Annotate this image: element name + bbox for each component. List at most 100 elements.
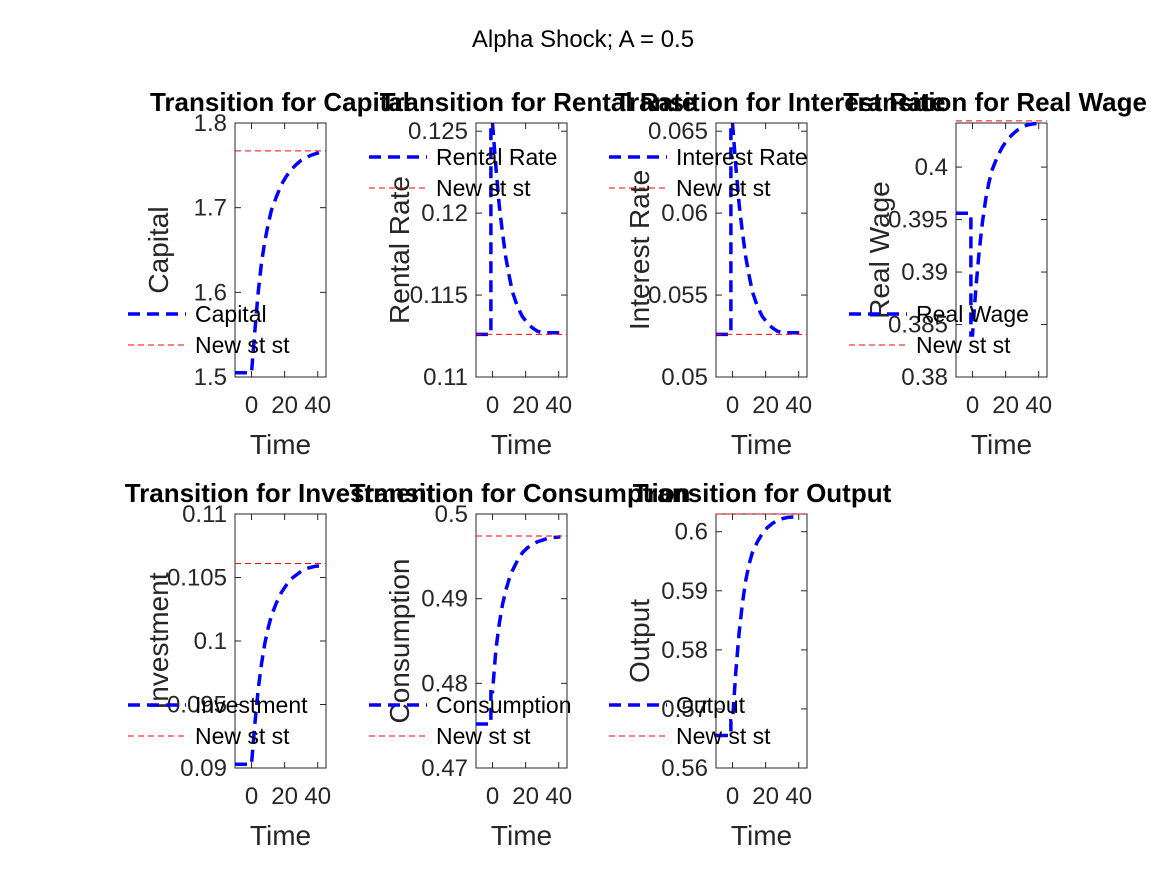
series-line-0 xyxy=(476,535,561,726)
legend-label-0: Capital xyxy=(195,301,267,327)
x-tick-label: 0 xyxy=(486,783,499,810)
y-axis-label: Real Wage xyxy=(864,181,895,318)
x-tick-label: 0 xyxy=(245,392,258,419)
legend-label-0: Output xyxy=(676,692,746,718)
x-tick-label: 40 xyxy=(545,783,572,810)
x-tick-label: 40 xyxy=(304,783,331,810)
legend-label-1: New st st xyxy=(436,723,531,749)
legend-label-0: Rental Rate xyxy=(436,144,557,170)
x-tick-label: 40 xyxy=(304,392,331,419)
series-line-0 xyxy=(235,150,320,375)
subplot-5: 0.47 0.48 0.49 0.5 0 20 40 Time Consumption Consu… xyxy=(350,478,691,851)
subplot-title: Transition for Real Wage xyxy=(843,87,1147,117)
legend-label-0: Investment xyxy=(195,692,308,718)
series-line-0 xyxy=(235,564,320,766)
y-tick-label: 0.49 xyxy=(421,586,468,613)
y-tick-label: 0.4 xyxy=(915,154,948,181)
series-line-0 xyxy=(956,121,1041,337)
x-tick-label: 0 xyxy=(966,392,979,419)
y-tick-label: 0.05 xyxy=(661,364,708,391)
y-axis-label: Output xyxy=(624,599,655,683)
x-tick-label: 20 xyxy=(512,783,539,810)
y-tick-label: 0.11 xyxy=(182,501,227,528)
x-tick-label: 0 xyxy=(486,392,499,419)
plot-area xyxy=(234,122,327,378)
x-tick-label: 20 xyxy=(752,783,779,810)
x-tick-label: 40 xyxy=(785,392,812,419)
subplot-title: Transition for Capital xyxy=(150,87,410,117)
y-axis-label: Interest Rate xyxy=(624,170,655,330)
y-tick-label: 0.59 xyxy=(661,578,708,605)
y-tick-label: 0.385 xyxy=(888,312,948,339)
legend-label-1: New st st xyxy=(436,175,531,201)
subplot-title: Transition for Interest Rate xyxy=(615,87,946,117)
y-tick-label: 0.48 xyxy=(421,670,468,697)
y-tick-label: 0.38 xyxy=(901,364,948,391)
x-tick-label: 20 xyxy=(992,392,1019,419)
plot-area xyxy=(234,513,327,769)
y-tick-label: 1.7 xyxy=(194,195,227,222)
x-axis-label: Time xyxy=(731,429,792,460)
legend-label-1: New st st xyxy=(676,723,771,749)
x-tick-label: 20 xyxy=(271,783,298,810)
subplot-title: Transition for Consumption xyxy=(350,478,691,508)
y-tick-label: 0.12 xyxy=(421,200,468,227)
subplot-title: Transition for Investment xyxy=(125,478,436,508)
subplot-0: 1.5 1.6 1.7 1.8 0 20 40 Time Capital Capital New s… xyxy=(128,87,410,460)
x-tick-label: 0 xyxy=(726,392,739,419)
y-tick-label: 0.395 xyxy=(888,207,948,234)
legend-label-0: Consumption xyxy=(436,692,572,718)
y-axis-label: Capital xyxy=(143,206,174,293)
y-tick-label: 0.5 xyxy=(435,501,468,528)
y-tick-label: 0.09 xyxy=(180,755,227,782)
x-axis-label: Time xyxy=(971,429,1032,460)
x-tick-label: 0 xyxy=(726,783,739,810)
x-axis-label: Time xyxy=(491,820,552,851)
y-tick-label: 0.6 xyxy=(675,519,708,546)
y-tick-label: 0.58 xyxy=(661,637,708,664)
subplot-1: 0.11 0.115 0.12 0.125 0 20 40 Time Rental Rate Re… xyxy=(369,87,696,460)
subplot-title: Transition for Rental Rate xyxy=(380,87,696,117)
y-tick-label: 0.57 xyxy=(661,696,708,723)
y-tick-label: 0.055 xyxy=(648,282,708,309)
x-tick-label: 20 xyxy=(271,392,298,419)
x-tick-label: 20 xyxy=(752,392,779,419)
legend-label-1: New st st xyxy=(676,175,771,201)
x-axis-label: Time xyxy=(250,429,311,460)
x-axis-label: Time xyxy=(731,820,792,851)
x-tick-label: 20 xyxy=(512,392,539,419)
subplot-2: 0.05 0.055 0.06 0.065 0 20 40 Time Interest Rate… xyxy=(609,87,945,460)
figure-suptitle: Alpha Shock; A = 0.5 xyxy=(472,26,694,53)
x-tick-label: 40 xyxy=(1025,392,1052,419)
y-tick-label: 0.56 xyxy=(661,755,708,782)
y-axis-label: Consumption xyxy=(384,559,415,724)
subplot-title: Transition for Output xyxy=(633,478,892,508)
y-tick-label: 0.47 xyxy=(421,755,468,782)
y-tick-label: 0.065 xyxy=(648,118,708,145)
y-axis-label: Investment xyxy=(143,572,174,709)
legend-label-1: New st st xyxy=(916,332,1011,358)
legend-label-1: New st st xyxy=(195,723,290,749)
y-tick-label: 0.125 xyxy=(408,118,468,145)
x-tick-label: 0 xyxy=(245,783,258,810)
y-tick-label: 0.115 xyxy=(410,282,468,309)
legend-label-1: New st st xyxy=(195,332,290,358)
legend-label-0: Interest Rate xyxy=(676,144,808,170)
y-tick-label: 0.06 xyxy=(661,200,708,227)
y-tick-label: 1.5 xyxy=(194,364,227,391)
y-axis-label: Rental Rate xyxy=(384,176,415,324)
legend-label-0: Real Wage xyxy=(916,301,1029,327)
y-tick-label: 0.39 xyxy=(901,259,948,286)
subplot-6: 0.56 0.57 0.58 0.59 0.6 0 20 40 Time Output Output… xyxy=(609,478,892,851)
plot-area xyxy=(475,513,568,769)
x-axis-label: Time xyxy=(491,429,552,460)
series-line-0 xyxy=(716,514,801,738)
y-tick-label: 0.105 xyxy=(167,565,227,592)
y-tick-label: 0.1 xyxy=(194,628,227,655)
y-tick-label: 0.11 xyxy=(423,364,468,391)
subplot-3: 0.38 0.385 0.39 0.395 0.4 0 20 40 Time Real Wage R… xyxy=(843,87,1147,460)
x-tick-label: 40 xyxy=(785,783,812,810)
y-tick-label: 1.8 xyxy=(194,110,227,137)
